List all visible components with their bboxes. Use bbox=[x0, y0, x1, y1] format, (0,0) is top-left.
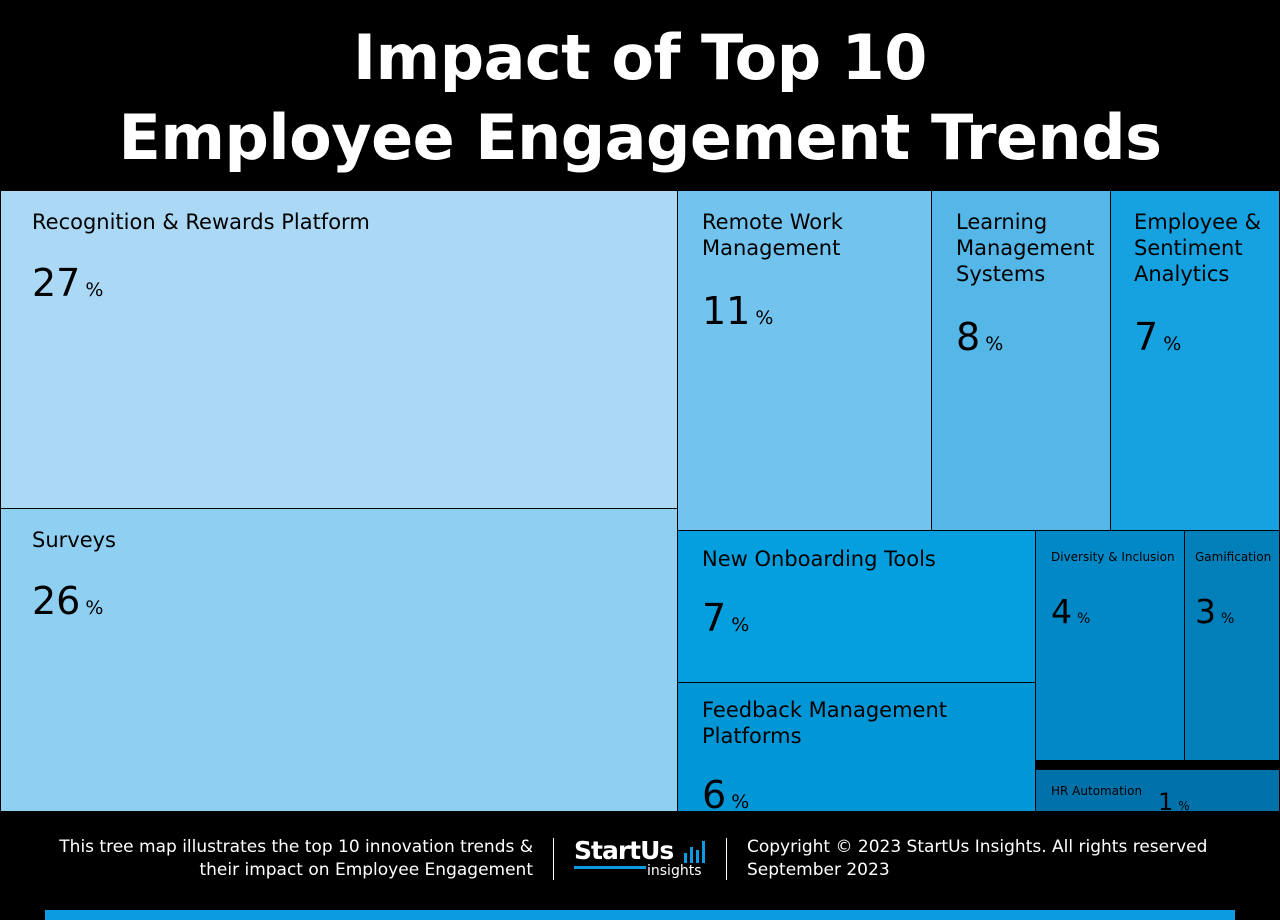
treemap-tile-label: HR Automation bbox=[1051, 784, 1143, 798]
treemap-tile-value-unit: % bbox=[85, 279, 104, 301]
treemap-tile-value-number: 6 bbox=[702, 773, 727, 812]
treemap-tile: Surveys 26% bbox=[0, 508, 678, 812]
treemap-tile-value-number: 7 bbox=[1134, 315, 1159, 359]
footer-description: This tree map illustrates the top 10 inn… bbox=[59, 836, 533, 882]
treemap-tile-value-number: 4 bbox=[1051, 592, 1072, 631]
treemap-tile-value-unit: % bbox=[1163, 333, 1182, 355]
bottom-accent-bar bbox=[45, 910, 1235, 920]
treemap-tile: Remote Work Management 11% bbox=[677, 190, 932, 531]
logo-underline bbox=[574, 866, 646, 869]
treemap-tile-value-unit: % bbox=[85, 597, 104, 619]
chart-title-line2: Employee Engagement Trends bbox=[118, 101, 1162, 174]
treemap-tile-value-number: 7 bbox=[702, 596, 727, 640]
treemap-tile-value: 7% bbox=[1134, 315, 1181, 359]
treemap-tile-value-unit: % bbox=[985, 333, 1004, 355]
treemap-tile-value: 7% bbox=[702, 596, 749, 640]
treemap-tile: Gamification 3% bbox=[1184, 530, 1280, 761]
treemap-tile-value: 11% bbox=[702, 289, 773, 333]
footer-description-line2: their impact on Employee Engagement bbox=[199, 860, 533, 880]
footer-divider-right bbox=[726, 838, 727, 880]
logo-wordmark: StartUs bbox=[574, 836, 674, 865]
treemap-tile: Employee & Sentiment Analytics 7% bbox=[1110, 190, 1280, 531]
footer-date: September 2023 bbox=[747, 860, 890, 880]
treemap-tile-label: Feedback Management Platforms bbox=[702, 698, 948, 748]
treemap-tile-label: Gamification bbox=[1195, 550, 1272, 564]
treemap-tile-value-unit: % bbox=[1178, 799, 1190, 812]
treemap-tile: Feedback Management Platforms 6% bbox=[677, 682, 1036, 812]
treemap-tile-value-number: 8 bbox=[956, 315, 981, 359]
treemap-tile-value: 3% bbox=[1195, 592, 1234, 631]
treemap-tile: Diversity & Inclusion 4% bbox=[1035, 530, 1185, 761]
footer-divider-left bbox=[553, 838, 554, 880]
treemap-tile-value-number: 1 bbox=[1158, 788, 1174, 812]
treemap: Recognition & Rewards Platform 27% Surveys… bbox=[0, 190, 1280, 812]
chart-title-line1: Impact of Top 10 bbox=[353, 21, 927, 94]
footer-copyright-block: Copyright © 2023 StartUs Insights. All r… bbox=[747, 836, 1207, 882]
treemap-tile-value-unit: % bbox=[1221, 611, 1235, 627]
footer-description-line1: This tree map illustrates the top 10 inn… bbox=[59, 837, 533, 857]
treemap-tile-label: Learning Management Systems bbox=[956, 210, 1095, 286]
treemap-tile-value: 27% bbox=[32, 261, 103, 305]
treemap-tile: New Onboarding Tools 7% bbox=[677, 530, 1036, 683]
treemap-tile: Recognition & Rewards Platform 27% bbox=[0, 190, 678, 509]
treemap-tile: HR Automation 1% bbox=[1035, 769, 1280, 812]
treemap-tile-value-unit: % bbox=[731, 614, 750, 636]
treemap-tile-value: 1% bbox=[1158, 788, 1190, 812]
treemap-tile: Learning Management Systems 8% bbox=[931, 190, 1111, 531]
treemap-tile-label: Employee & Sentiment Analytics bbox=[1134, 210, 1262, 286]
bar-chart-icon bbox=[684, 841, 705, 863]
treemap-tile-label: Remote Work Management bbox=[702, 210, 843, 260]
treemap-tile-value-unit: % bbox=[1077, 611, 1091, 627]
treemap-tile-value-number: 3 bbox=[1195, 592, 1216, 631]
treemap-tile-value: 6% bbox=[702, 773, 750, 812]
treemap-tile-value-number: 27 bbox=[32, 261, 81, 305]
treemap-tile-value: 4% bbox=[1051, 592, 1090, 631]
treemap-tile-label: New Onboarding Tools bbox=[702, 547, 936, 571]
treemap-tile-value-number: 11 bbox=[702, 289, 751, 333]
treemap-tile-label: Recognition & Rewards Platform bbox=[32, 210, 370, 234]
treemap-tile-value-number: 26 bbox=[32, 579, 81, 623]
treemap-tile-value-unit: % bbox=[755, 307, 774, 329]
treemap-tile-label: Surveys bbox=[32, 528, 116, 552]
treemap-tile-value: 26% bbox=[32, 579, 103, 623]
startus-logo: StartUs insights bbox=[574, 836, 709, 884]
treemap-tile-value-unit: % bbox=[731, 791, 750, 812]
footer-copyright: Copyright © 2023 StartUs Insights. All r… bbox=[747, 837, 1208, 857]
chart-title: Impact of Top 10 Employee Engagement Tre… bbox=[0, 18, 1280, 178]
logo-subtext: insights bbox=[647, 863, 702, 879]
treemap-tile-value: 8% bbox=[956, 315, 1003, 359]
treemap-tile-label: Diversity & Inclusion bbox=[1051, 550, 1175, 564]
